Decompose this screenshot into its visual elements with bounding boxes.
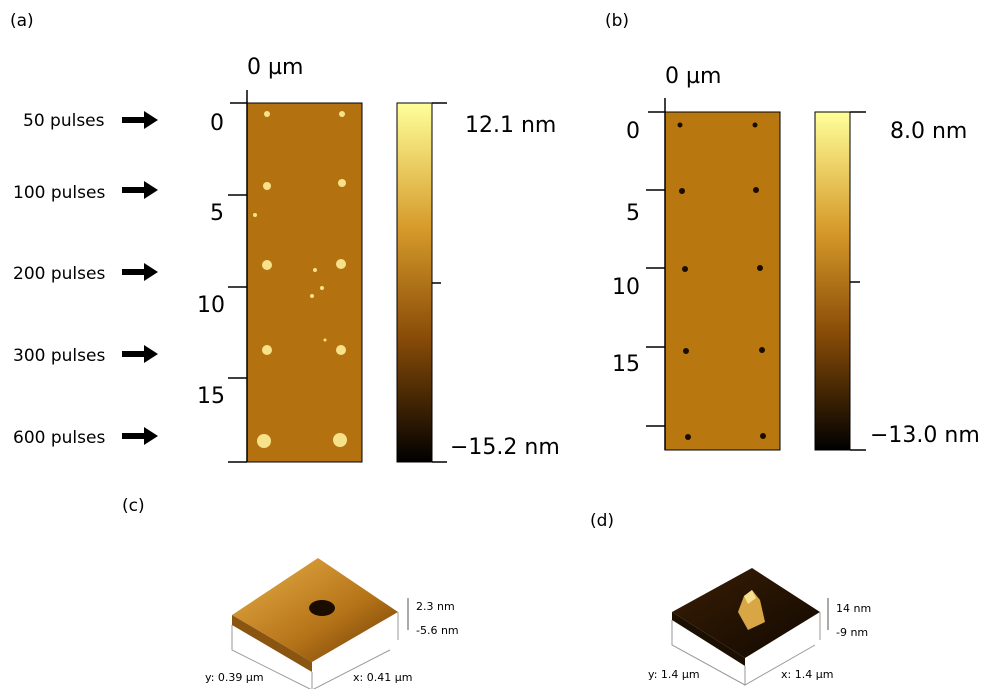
surface-3d bbox=[232, 558, 408, 689]
panel-label: (a) bbox=[10, 11, 34, 31]
panel-label: (b) bbox=[605, 11, 629, 31]
axis bbox=[646, 98, 665, 450]
tick-label: 15 bbox=[197, 384, 225, 409]
colorbar-ticks bbox=[432, 103, 447, 462]
afm-image bbox=[665, 112, 780, 450]
colorbar bbox=[397, 103, 432, 462]
tick-label: 15 bbox=[612, 352, 640, 377]
tick-label: 5 bbox=[210, 201, 224, 226]
colorbar-max: 12.1 nm bbox=[465, 113, 556, 138]
tick-label: 0 bbox=[210, 111, 224, 136]
figure: (a) 0 µm 0 5 10 15 12.1 nm −15.2 nm 50 p… bbox=[0, 0, 995, 689]
row-labels: 50 pulses 100 pulses 200 pulses 300 puls… bbox=[13, 111, 105, 448]
z-max: 2.3 nm bbox=[416, 600, 455, 613]
axis bbox=[228, 90, 247, 462]
axis-unit: 0 µm bbox=[247, 55, 303, 80]
row-label: 200 pulses bbox=[13, 264, 105, 284]
row-label: 50 pulses bbox=[23, 111, 105, 131]
tick-label: 0 bbox=[626, 119, 640, 144]
colorbar-max: 8.0 nm bbox=[890, 119, 967, 144]
afm-image bbox=[247, 103, 362, 462]
z-max: 14 nm bbox=[836, 602, 871, 615]
row-label: 100 pulses bbox=[13, 183, 105, 203]
colorbar-min: −13.0 nm bbox=[870, 423, 980, 448]
arrows bbox=[122, 111, 158, 445]
colorbar-min: −15.2 nm bbox=[450, 435, 560, 460]
colorbar-ticks bbox=[850, 112, 866, 450]
z-min: -9 nm bbox=[836, 626, 868, 639]
x-size: x: 1.4 µm bbox=[781, 668, 833, 681]
tick-label: 5 bbox=[626, 201, 640, 226]
z-min: -5.6 nm bbox=[416, 624, 459, 637]
panel-label: (c) bbox=[122, 496, 145, 516]
tick-label: 10 bbox=[197, 293, 225, 318]
tick-label: 10 bbox=[612, 275, 640, 300]
x-size: x: 0.41 µm bbox=[353, 671, 412, 684]
y-size: y: 0.39 µm bbox=[205, 671, 264, 684]
axis-unit: 0 µm bbox=[665, 64, 721, 89]
colorbar bbox=[815, 112, 850, 450]
row-label: 600 pulses bbox=[13, 428, 105, 448]
row-label: 300 pulses bbox=[13, 346, 105, 366]
y-size: y: 1.4 µm bbox=[648, 668, 700, 681]
panel-label: (d) bbox=[590, 511, 614, 531]
